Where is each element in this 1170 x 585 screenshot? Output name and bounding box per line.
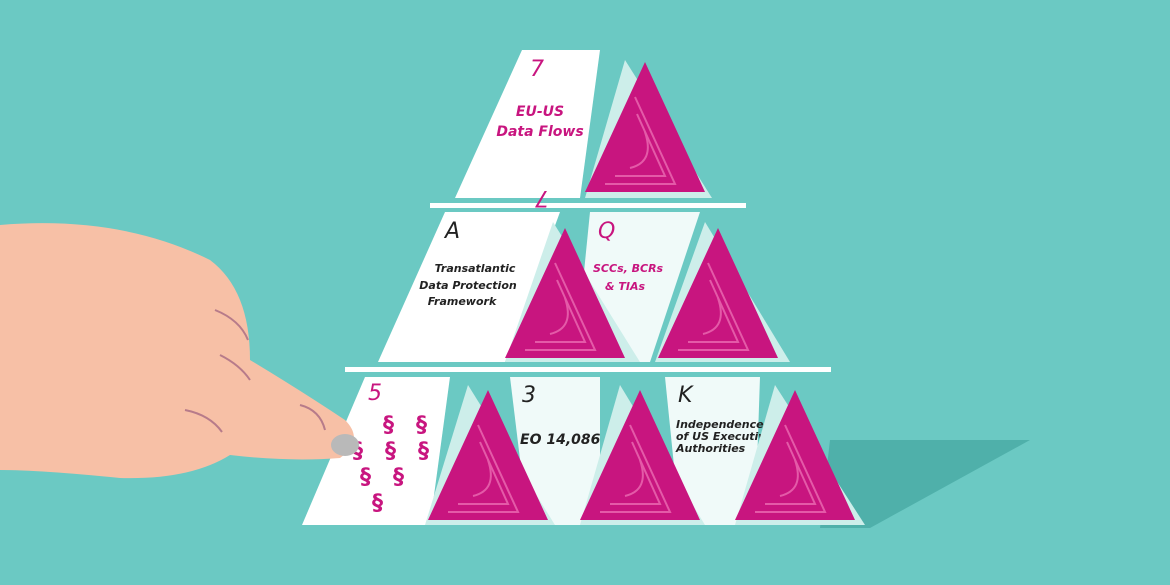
card-rank: A	[443, 219, 460, 244]
section-symbols: § § § § § § § §	[352, 413, 429, 516]
svg-text:§: §	[393, 465, 404, 490]
card-rank: K	[678, 383, 694, 408]
card-label: & TIAs	[605, 280, 646, 293]
platform-middle	[345, 367, 831, 372]
card-7: 7 EU-US Data Flows 7	[455, 50, 712, 210]
svg-text:§: §	[416, 413, 427, 438]
card-label: SCCs, BCRs	[593, 262, 664, 275]
svg-text:§: §	[383, 413, 394, 438]
svg-text:§: §	[352, 439, 363, 464]
card-label: Framework	[428, 295, 497, 308]
card-label: Transatlantic	[435, 262, 516, 275]
hand	[0, 223, 359, 479]
card-label: EO 14,086	[520, 432, 601, 448]
shadow	[820, 440, 1030, 528]
card-k: K Independence of US Executive Authoriti…	[665, 377, 773, 525]
platform-top	[430, 203, 746, 208]
card-label: of US Executive	[676, 430, 773, 443]
card-a: A Transatlantic Data Protection Framewor…	[378, 212, 790, 362]
card-label: EU-US	[516, 104, 564, 120]
svg-text:§: §	[360, 465, 371, 490]
card-rank: 7	[530, 57, 544, 82]
card-label: Authorities	[675, 442, 746, 455]
svg-text:§: §	[418, 439, 429, 464]
card-rank: 5	[368, 381, 382, 406]
card-label: Data Protection	[419, 279, 517, 292]
card-rank: 7	[535, 185, 549, 210]
card-rank: 3	[522, 383, 536, 408]
card-rank: Q	[598, 219, 615, 244]
card-5: 5 § § § § § § § §	[302, 377, 865, 525]
svg-text:§: §	[372, 491, 383, 516]
card-label: Independence	[676, 418, 764, 431]
card-label: Data Flows	[496, 124, 583, 140]
svg-text:§: §	[385, 439, 396, 464]
